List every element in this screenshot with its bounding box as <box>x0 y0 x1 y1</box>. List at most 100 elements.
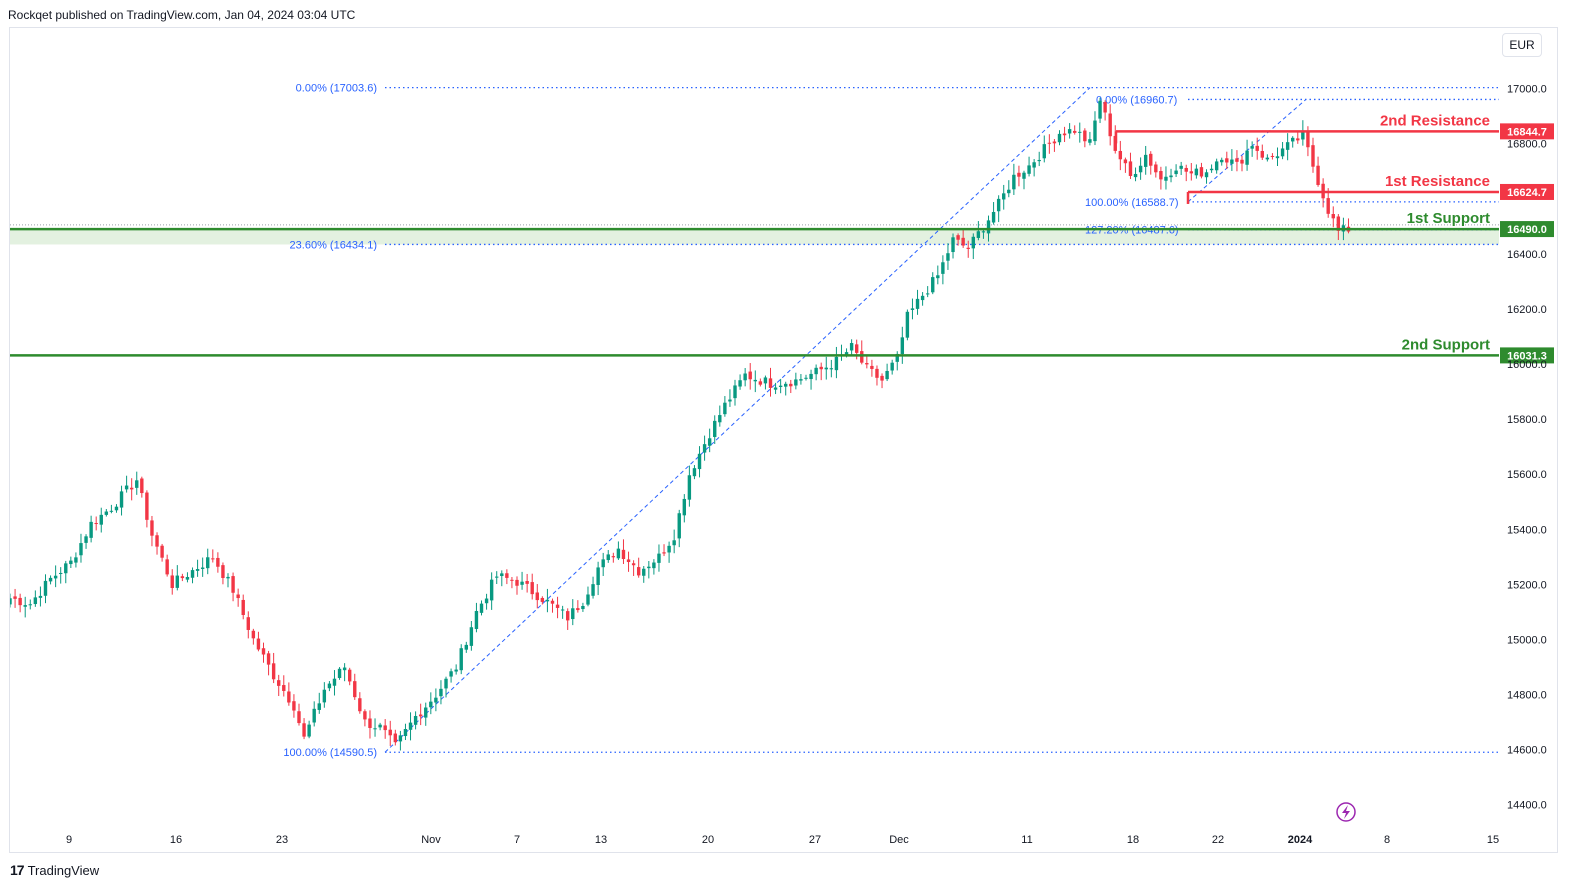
candle-body <box>1164 176 1168 181</box>
candle-53 <box>277 674 281 697</box>
candle-body <box>1250 146 1254 149</box>
candle-body <box>393 733 398 743</box>
publisher-header: Rockqet published on TradingView.com, Ja… <box>8 8 356 22</box>
candle-233 <box>1189 163 1194 181</box>
candle-30 <box>160 543 164 562</box>
candle-body <box>687 475 692 500</box>
candle-226 <box>1154 161 1158 178</box>
candle-124 <box>636 557 641 578</box>
candle-body <box>1037 159 1041 162</box>
candle-body <box>292 701 296 711</box>
candle-body <box>647 566 651 569</box>
candle-190 <box>971 233 975 260</box>
candle-103 <box>530 573 534 600</box>
candle-154 <box>789 379 793 394</box>
candle-body <box>358 698 362 712</box>
candle-132 <box>677 509 681 548</box>
candle-body <box>1245 150 1249 165</box>
candle-body <box>946 253 950 261</box>
x-tick-23: 23 <box>276 834 288 846</box>
candle-17 <box>94 516 98 531</box>
candle-body <box>297 711 301 724</box>
candle-78 <box>403 723 408 741</box>
candle-71 <box>368 710 372 739</box>
candle-body <box>702 444 707 453</box>
candle-45 <box>236 588 240 607</box>
candle-140 <box>718 405 722 427</box>
candle-47 <box>246 611 250 639</box>
candle-body <box>1204 172 1209 178</box>
candle-60 <box>312 701 316 727</box>
candle-172 <box>880 373 884 389</box>
candle-body <box>347 669 352 682</box>
candle-46 <box>241 594 245 620</box>
candle-86 <box>444 676 448 698</box>
lightning-bolt-icon <box>1342 805 1350 819</box>
1st-resistance-price-tag <box>1500 183 1554 200</box>
candle-body <box>1225 158 1229 163</box>
candle-body <box>277 680 281 686</box>
candle-body <box>596 567 600 585</box>
candle-70 <box>363 709 367 727</box>
candle-117 <box>601 552 605 577</box>
candle-body <box>1240 159 1244 164</box>
candle-body <box>449 671 453 677</box>
fib-label-3: 0.00% (16960.7) <box>1096 94 1177 106</box>
candle-49 <box>256 631 261 652</box>
candle-body <box>332 678 337 686</box>
candle-249 <box>1270 153 1275 160</box>
candle-148 <box>758 378 763 387</box>
candle-body <box>991 211 996 223</box>
candle-body <box>576 608 580 611</box>
candle-body <box>1326 198 1330 214</box>
candle-236 <box>1204 169 1209 184</box>
1st-support-price-tag <box>1500 221 1554 238</box>
candle-body <box>768 378 773 388</box>
candle-body <box>581 605 585 610</box>
candle-62 <box>322 682 327 708</box>
candle-body <box>1169 175 1173 178</box>
candle-body <box>424 707 428 718</box>
candle-83 <box>429 692 433 715</box>
candle-body <box>287 691 291 703</box>
candle-153 <box>784 381 788 396</box>
candle-239 <box>1220 157 1224 166</box>
candle-body <box>890 362 894 371</box>
candle-body <box>778 385 783 387</box>
candle-202 <box>1032 158 1036 177</box>
candle-95 <box>489 572 494 610</box>
candle-body <box>718 415 722 423</box>
candle-body <box>1032 162 1036 168</box>
candle-body <box>398 735 403 742</box>
candle-body <box>1275 156 1280 159</box>
candle-body <box>895 353 899 362</box>
candle-144 <box>738 374 742 390</box>
candle-113 <box>581 602 585 612</box>
candle-128 <box>657 544 661 572</box>
candle-88 <box>454 664 458 675</box>
candle-254 <box>1296 131 1300 144</box>
candle-150 <box>768 367 773 397</box>
x-tick-16: 16 <box>170 834 182 846</box>
candle-body <box>459 648 463 671</box>
y-tick-16800.0: 16800.0 <box>1507 139 1547 151</box>
candle-94 <box>484 593 489 610</box>
candle-body <box>571 608 575 620</box>
candle-body <box>119 491 124 508</box>
currency-selector[interactable]: EUR <box>1502 33 1542 57</box>
candle-body <box>723 402 727 415</box>
candle-14 <box>79 533 83 563</box>
candle-body <box>302 723 306 737</box>
candle-204 <box>1042 135 1046 163</box>
candle-155 <box>794 372 798 390</box>
candle-body <box>849 343 854 351</box>
candle-56 <box>292 694 296 718</box>
candle-body <box>408 722 413 730</box>
candle-body <box>880 375 884 381</box>
candle-2 <box>18 593 22 613</box>
candle-23 <box>124 475 129 493</box>
candle-109 <box>560 605 565 619</box>
candle-body <box>865 363 869 365</box>
candle-body <box>672 540 676 546</box>
